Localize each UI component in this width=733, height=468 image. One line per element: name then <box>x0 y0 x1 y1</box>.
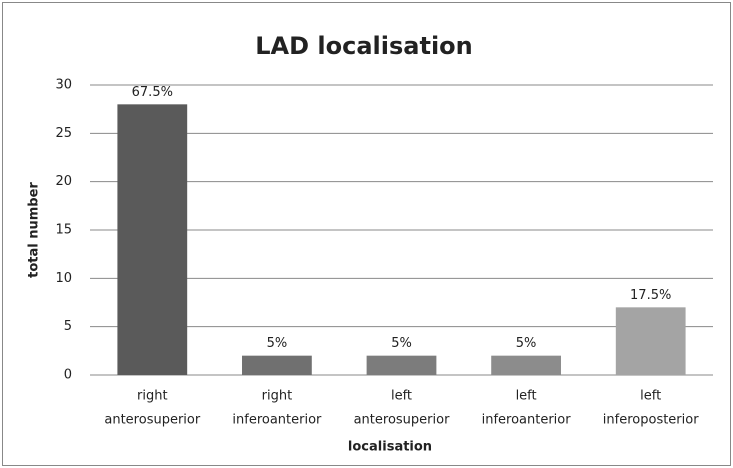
bar <box>242 355 312 375</box>
bar-annotation: 5% <box>267 336 288 351</box>
y-tick-label: 5 <box>64 319 72 334</box>
x-tick-label: anterosuperior <box>104 413 200 428</box>
y-tick-label: 10 <box>55 271 72 286</box>
x-axis-label: localisation <box>348 440 432 455</box>
x-tick-label: inferoanterior <box>232 413 322 428</box>
bar-annotation: 67.5% <box>132 85 173 100</box>
bar <box>117 104 188 375</box>
bar-annotation: 5% <box>516 336 537 351</box>
y-axis-label: total number <box>27 182 42 278</box>
x-tick-label: inferoposterior <box>603 413 699 428</box>
chart-title: LAD localisation <box>255 32 473 60</box>
x-tick-label: right <box>137 389 168 404</box>
bar <box>366 355 437 375</box>
x-tick-label: right <box>262 389 293 404</box>
bar <box>615 307 686 375</box>
y-tick-label: 30 <box>55 78 72 93</box>
y-tick-label: 15 <box>55 223 72 238</box>
bar-annotation: 5% <box>391 336 412 351</box>
x-tick-label: inferoanterior <box>482 413 572 428</box>
bar-annotation: 17.5% <box>630 288 671 303</box>
x-tick-label: left <box>391 389 412 404</box>
x-tick-label: anterosuperior <box>354 413 450 428</box>
y-tick-label: 25 <box>55 126 72 141</box>
x-tick-label: left <box>640 389 661 404</box>
bar <box>491 355 561 375</box>
y-tick-label: 0 <box>64 368 72 383</box>
y-tick-label: 20 <box>55 174 72 189</box>
x-tick-label: left <box>516 389 537 404</box>
